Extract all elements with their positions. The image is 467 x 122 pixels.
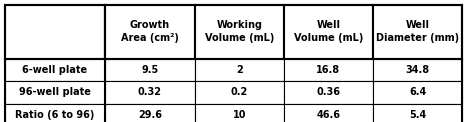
Text: Working
Volume (mL): Working Volume (mL) — [205, 20, 274, 43]
Text: 96-well plate: 96-well plate — [19, 87, 91, 97]
Bar — [195, 81, 284, 104]
Text: 0.36: 0.36 — [317, 87, 340, 97]
Bar — [373, 59, 462, 81]
Bar — [195, 5, 284, 59]
Text: 2: 2 — [236, 65, 242, 75]
Bar — [373, 5, 462, 59]
Bar — [106, 81, 195, 104]
Text: 29.6: 29.6 — [138, 110, 162, 120]
Text: 6.4: 6.4 — [409, 87, 426, 97]
Text: 10: 10 — [233, 110, 246, 120]
Text: 6-well plate: 6-well plate — [22, 65, 88, 75]
Text: 0.32: 0.32 — [138, 87, 162, 97]
Bar — [284, 81, 373, 104]
Bar — [373, 104, 462, 122]
Text: Growth
Area (cm²): Growth Area (cm²) — [121, 20, 179, 43]
Bar — [5, 104, 106, 122]
Text: Well
Volume (mL): Well Volume (mL) — [294, 20, 363, 43]
Text: Ratio (6 to 96): Ratio (6 to 96) — [15, 110, 95, 120]
Bar — [106, 59, 195, 81]
Bar — [5, 5, 106, 59]
Bar — [5, 81, 106, 104]
Text: 9.5: 9.5 — [142, 65, 159, 75]
Text: 0.2: 0.2 — [231, 87, 248, 97]
Bar — [284, 5, 373, 59]
Bar — [5, 59, 106, 81]
Bar — [195, 59, 284, 81]
Bar — [106, 104, 195, 122]
Bar — [284, 104, 373, 122]
Text: 46.6: 46.6 — [317, 110, 340, 120]
Bar — [195, 104, 284, 122]
Text: 34.8: 34.8 — [406, 65, 430, 75]
Text: 16.8: 16.8 — [317, 65, 340, 75]
Bar — [284, 59, 373, 81]
Bar — [106, 5, 195, 59]
Text: Well
Diameter (mm): Well Diameter (mm) — [376, 20, 459, 43]
Bar — [373, 81, 462, 104]
Text: 5.4: 5.4 — [409, 110, 426, 120]
